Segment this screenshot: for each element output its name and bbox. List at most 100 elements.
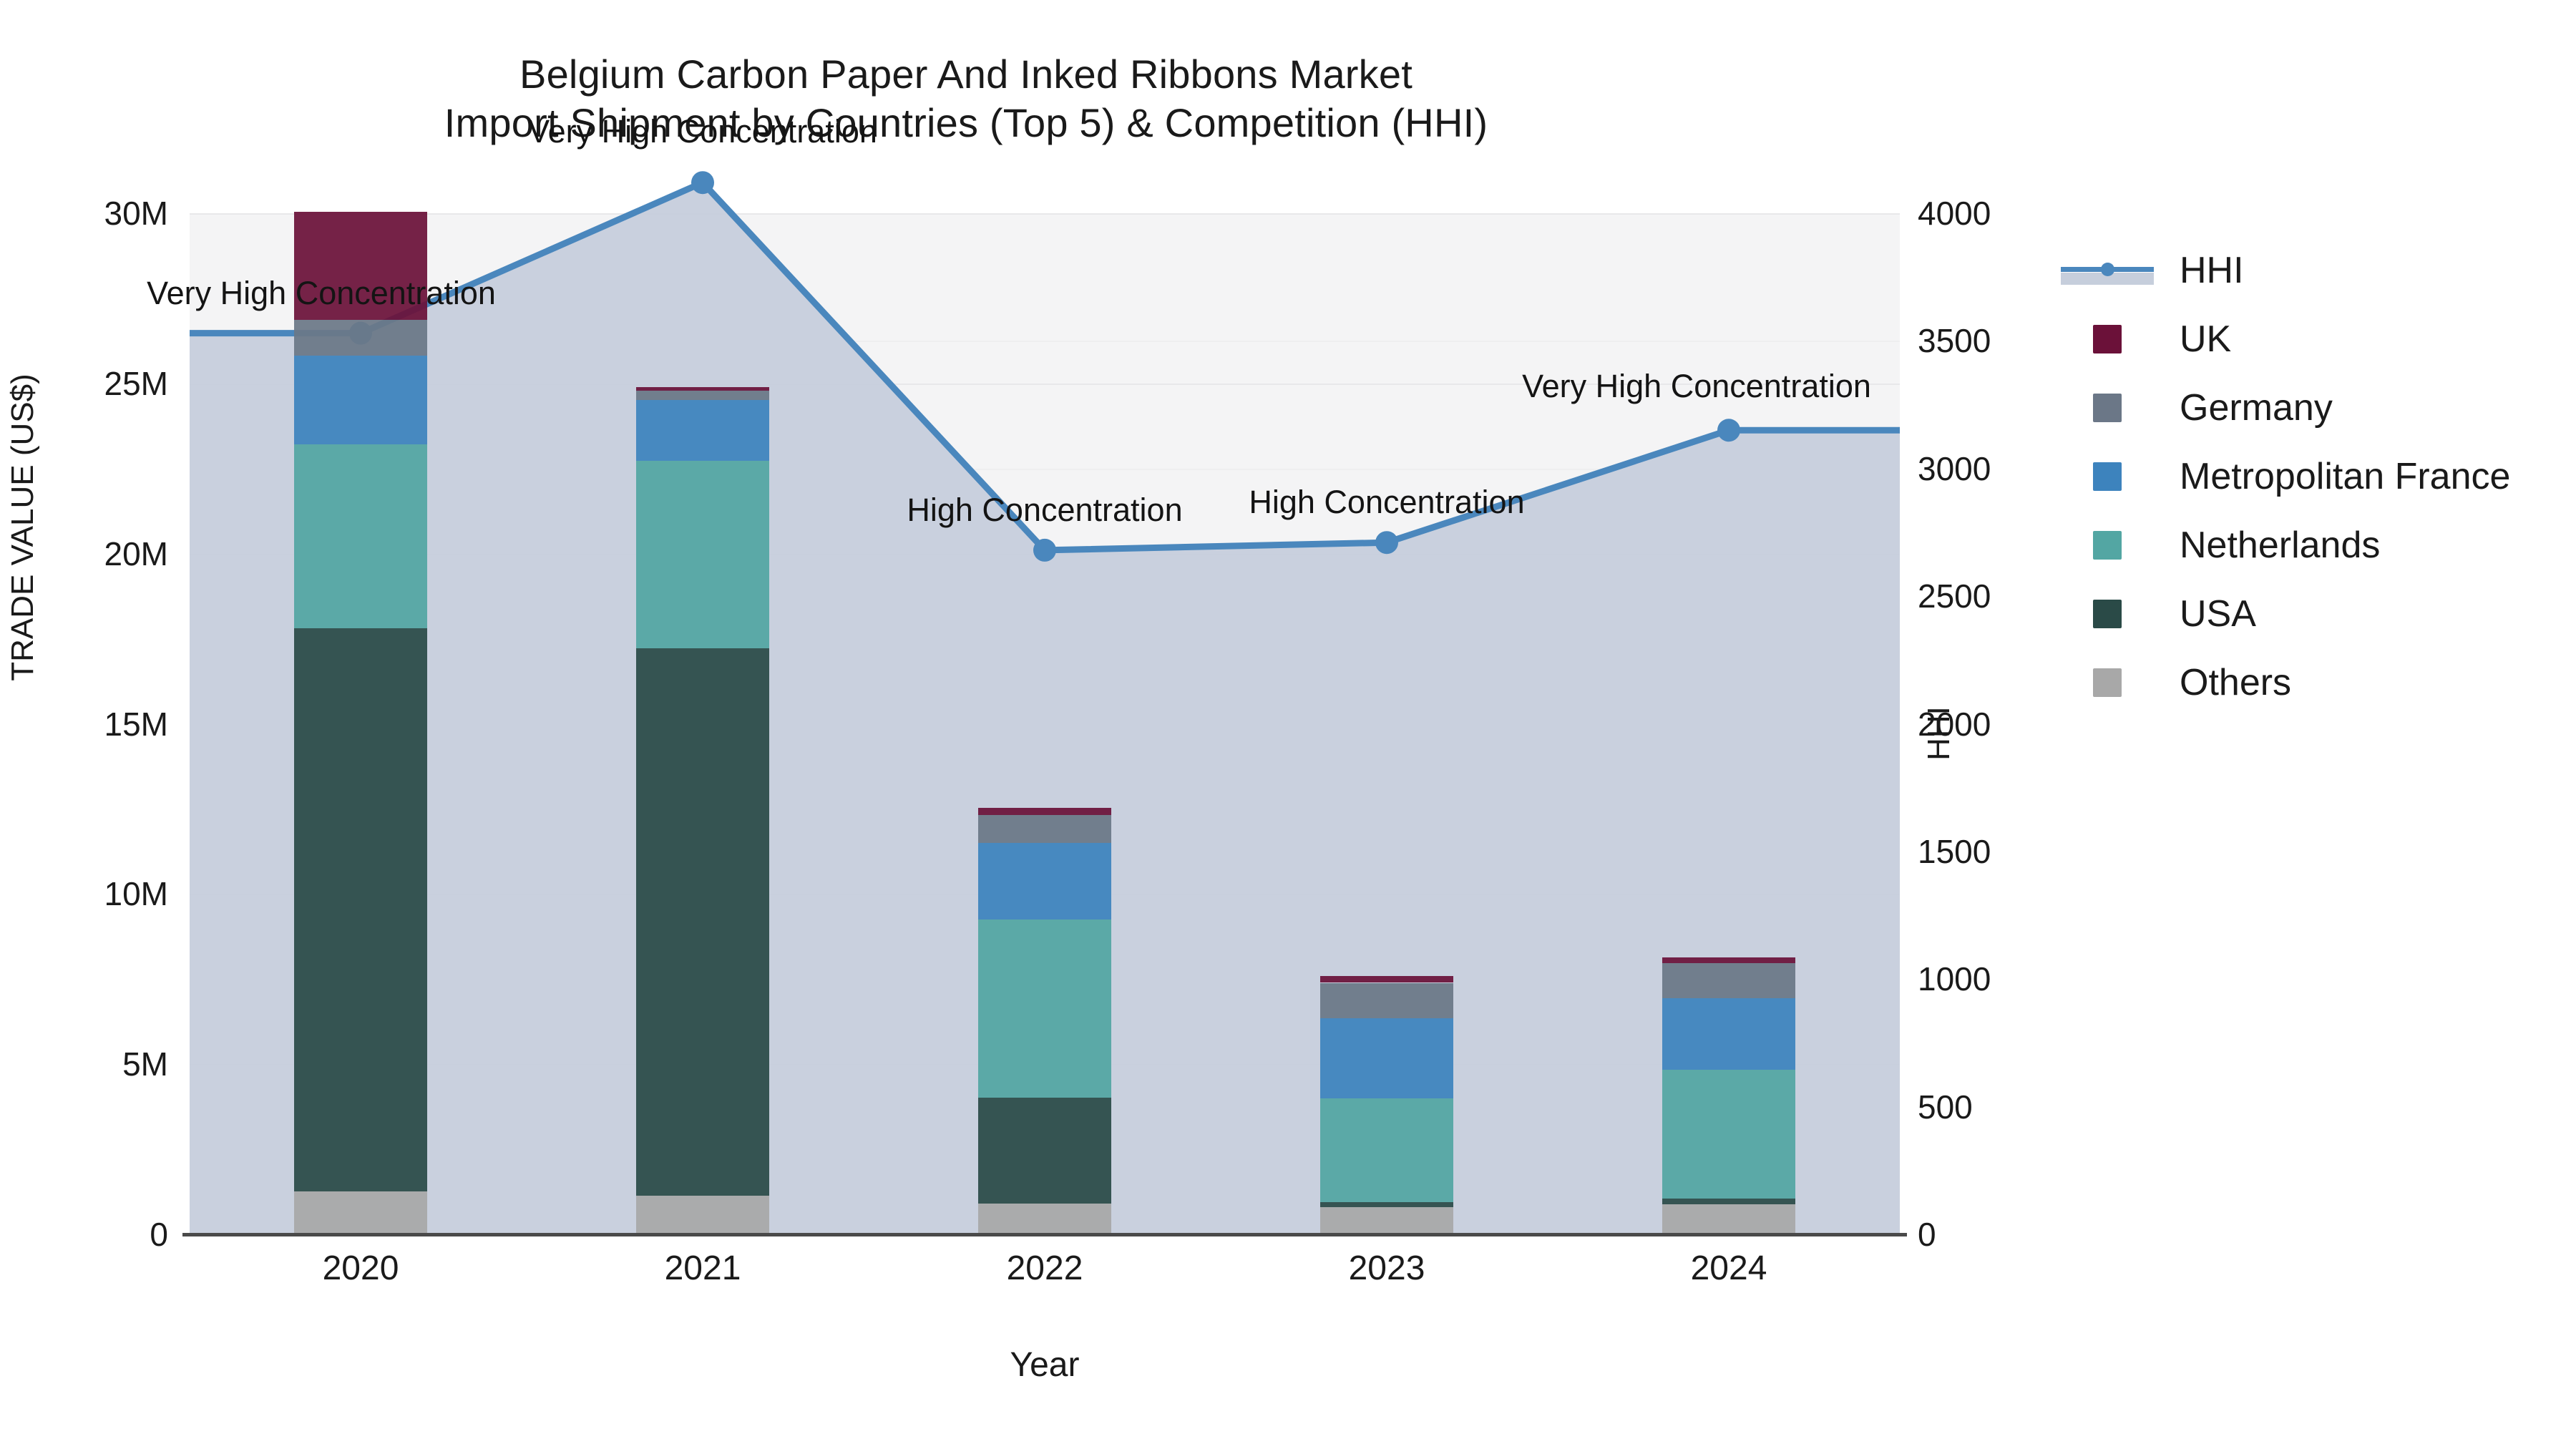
bar-segment[interactable] (636, 1195, 769, 1234)
bar-segment[interactable] (978, 1204, 1111, 1234)
hhi-data-point[interactable] (1717, 419, 1740, 442)
x-axis-tick-label: 2022 (1006, 1249, 1083, 1287)
y-axis-left-tick-label: 25M (104, 364, 168, 402)
chart-title-line-2: Import Shipment by Countries (Top 5) & C… (444, 100, 1488, 146)
y-axis-right-label: HHI (1921, 706, 1956, 761)
gridline-minor (190, 468, 1900, 470)
bar-segment[interactable] (636, 390, 769, 400)
y-axis-left-tick-label: 10M (104, 875, 168, 913)
gridline-minor (190, 341, 1900, 343)
bar-segment[interactable] (636, 648, 769, 1196)
y-axis-right-tick-label: 500 (1918, 1088, 1973, 1126)
bar-segment[interactable] (978, 919, 1111, 1098)
y-axis-right-tick-label: 4000 (1918, 195, 1991, 232)
bar-segment[interactable] (1320, 1202, 1453, 1207)
legend-item-germany[interactable]: Germany (2061, 374, 2562, 442)
bar-segment[interactable] (294, 319, 427, 356)
bar-segment[interactable] (1662, 1204, 1795, 1234)
bar-segment[interactable] (978, 843, 1111, 919)
legend-item-label: Germany (2180, 387, 2333, 429)
stacked-bar[interactable] (636, 386, 769, 1234)
concentration-annotation: High Concentration (1249, 484, 1525, 521)
bar-segment[interactable] (1662, 998, 1795, 1070)
gridline-major (190, 383, 1900, 385)
legend-item-metropolitan-france[interactable]: Metropolitan France (2061, 442, 2562, 511)
legend-item-hhi[interactable]: HHI (2061, 236, 2562, 305)
hhi-data-point[interactable] (1033, 538, 1056, 562)
concentration-annotation: Very High Concentration (1522, 368, 1871, 405)
bar-segment[interactable] (1662, 1070, 1795, 1199)
bar-segment[interactable] (1662, 957, 1795, 964)
x-axis-line (182, 1233, 1907, 1236)
y-axis-left-label: TRADE VALUE (US$) (5, 374, 40, 681)
legend-item-uk[interactable]: UK (2061, 305, 2562, 374)
legend-item-usa[interactable]: USA (2061, 580, 2562, 648)
hhi-area-fill (190, 182, 1900, 1235)
legend-item-others[interactable]: Others (2061, 648, 2562, 717)
chart-title: Belgium Carbon Paper And Inked Ribbons M… (0, 50, 1932, 148)
x-axis-label: Year (1010, 1346, 1080, 1384)
hhi-data-point[interactable] (691, 171, 714, 195)
y-axis-right-tick-label: 2500 (1918, 577, 1991, 615)
x-axis-tick-label: 2021 (664, 1249, 741, 1287)
legend-item-label: UK (2180, 318, 2232, 360)
color-swatch-icon (2093, 668, 2122, 697)
bar-segment[interactable] (294, 1191, 427, 1234)
y-axis-right-tick-label: 2000 (1918, 705, 1991, 743)
concentration-annotation: Very High Concentration (528, 113, 877, 150)
bar-segment[interactable] (1320, 1098, 1453, 1203)
bar-segment[interactable] (294, 628, 427, 1191)
concentration-annotation: Very High Concentration (147, 274, 496, 311)
stacked-bar[interactable] (294, 212, 427, 1234)
legend-area-fill (2061, 273, 2154, 285)
bar-segment[interactable] (636, 461, 769, 648)
y-axis-right-tick-label: 0 (1918, 1216, 1936, 1253)
bar-segment[interactable] (294, 444, 427, 629)
legend-item-netherlands[interactable]: Netherlands (2061, 511, 2562, 580)
legend-item-label: USA (2180, 593, 2256, 635)
legend-item-label: HHI (2180, 250, 2244, 291)
bar-segment[interactable] (636, 386, 769, 391)
y-axis-left-tick-label: 5M (122, 1045, 168, 1083)
bar-segment[interactable] (636, 399, 769, 462)
y-axis-right-tick-label: 3500 (1918, 322, 1991, 360)
color-swatch-icon (2093, 394, 2122, 422)
plot-area (190, 171, 1900, 1236)
chart-legend: HHI UK Germany Metropolitan France Netherlan… (2061, 236, 2562, 717)
y-axis-right-tick-label: 3000 (1918, 449, 1991, 487)
y-axis-left-tick-label: 0 (150, 1216, 168, 1253)
legend-item-label: Metropolitan France (2180, 456, 2511, 497)
concentration-annotation: High Concentration (907, 491, 1183, 528)
stacked-bar[interactable] (1320, 975, 1453, 1234)
stacked-bar[interactable] (978, 808, 1111, 1234)
legend-item-label: Netherlands (2180, 525, 2381, 566)
y-axis-left-tick-label: 15M (104, 705, 168, 743)
color-swatch-icon (2093, 600, 2122, 628)
bar-segment[interactable] (294, 355, 427, 445)
bar-segment[interactable] (978, 814, 1111, 843)
color-swatch-icon (2093, 462, 2122, 491)
stacked-bar[interactable] (1662, 957, 1795, 1234)
y-axis-right-tick-label: 1500 (1918, 832, 1991, 870)
bar-segment[interactable] (1320, 1018, 1453, 1099)
bar-segment[interactable] (978, 808, 1111, 815)
bar-segment[interactable] (1320, 975, 1453, 983)
y-axis-left-tick-label: 20M (104, 535, 168, 572)
x-axis-tick-label: 2024 (1690, 1249, 1767, 1287)
bar-segment[interactable] (1320, 1206, 1453, 1234)
chart-title-line-1: Belgium Carbon Paper And Inked Ribbons M… (519, 52, 1413, 97)
bar-segment[interactable] (1320, 982, 1453, 1019)
gridline-major (190, 213, 1900, 215)
bar-segment[interactable] (1662, 963, 1795, 999)
x-axis-tick-label: 2020 (322, 1249, 399, 1287)
hhi-data-point[interactable] (1375, 531, 1398, 555)
x-axis-tick-label: 2023 (1348, 1249, 1425, 1287)
bar-segment[interactable] (294, 212, 427, 320)
color-swatch-icon (2093, 325, 2122, 353)
bar-segment[interactable] (1662, 1199, 1795, 1205)
legend-item-label: Others (2180, 662, 2292, 703)
color-swatch-icon (2093, 531, 2122, 560)
line-marker-icon (2061, 256, 2154, 285)
bar-segment[interactable] (978, 1097, 1111, 1204)
